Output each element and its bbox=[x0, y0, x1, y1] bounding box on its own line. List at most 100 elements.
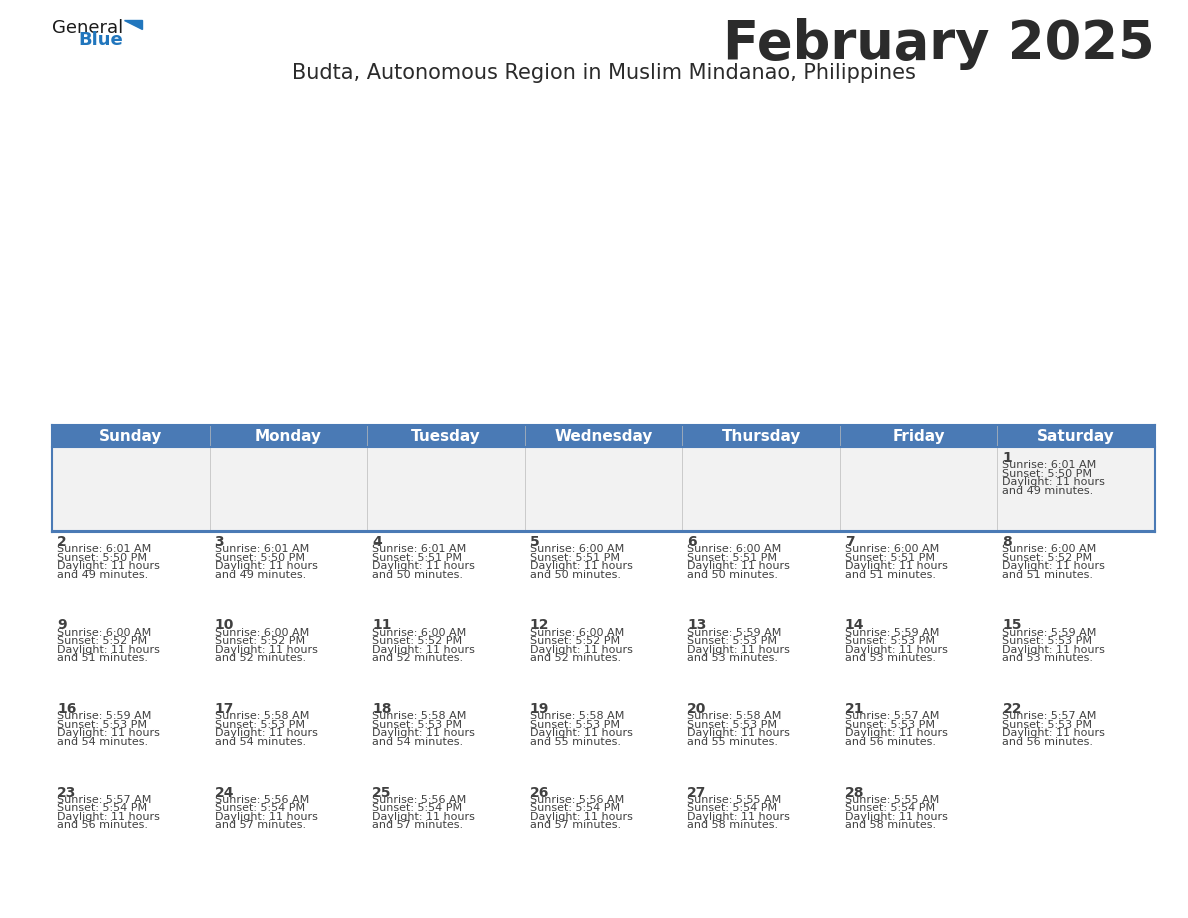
Text: Sunday: Sunday bbox=[99, 429, 163, 443]
Text: Daylight: 11 hours: Daylight: 11 hours bbox=[215, 728, 317, 738]
Text: Sunrise: 5:58 AM: Sunrise: 5:58 AM bbox=[372, 711, 467, 722]
Text: and 52 minutes.: and 52 minutes. bbox=[372, 654, 463, 663]
Text: Sunset: 5:54 PM: Sunset: 5:54 PM bbox=[372, 803, 462, 813]
Text: Sunset: 5:50 PM: Sunset: 5:50 PM bbox=[57, 553, 147, 563]
Text: and 54 minutes.: and 54 minutes. bbox=[57, 737, 148, 747]
Text: 6: 6 bbox=[688, 534, 697, 549]
Text: and 53 minutes.: and 53 minutes. bbox=[688, 654, 778, 663]
Text: 2: 2 bbox=[57, 534, 67, 549]
Text: Sunrise: 5:58 AM: Sunrise: 5:58 AM bbox=[530, 711, 624, 722]
Text: Sunrise: 6:00 AM: Sunrise: 6:00 AM bbox=[845, 544, 939, 554]
Text: 22: 22 bbox=[1003, 702, 1022, 716]
Text: 16: 16 bbox=[57, 702, 76, 716]
Text: Sunrise: 5:59 AM: Sunrise: 5:59 AM bbox=[57, 711, 151, 722]
Text: Daylight: 11 hours: Daylight: 11 hours bbox=[1003, 644, 1105, 655]
Text: Daylight: 11 hours: Daylight: 11 hours bbox=[688, 812, 790, 822]
Text: Sunrise: 5:59 AM: Sunrise: 5:59 AM bbox=[1003, 628, 1097, 638]
Text: Sunrise: 5:57 AM: Sunrise: 5:57 AM bbox=[1003, 711, 1097, 722]
Text: February 2025: February 2025 bbox=[723, 17, 1155, 70]
Text: Sunrise: 6:00 AM: Sunrise: 6:00 AM bbox=[1003, 544, 1097, 554]
Text: Blue: Blue bbox=[78, 30, 122, 49]
Text: Sunset: 5:54 PM: Sunset: 5:54 PM bbox=[57, 803, 147, 813]
Text: Sunset: 5:53 PM: Sunset: 5:53 PM bbox=[688, 720, 777, 730]
Text: Sunset: 5:51 PM: Sunset: 5:51 PM bbox=[845, 553, 935, 563]
Text: Sunrise: 5:58 AM: Sunrise: 5:58 AM bbox=[215, 711, 309, 722]
Text: Saturday: Saturday bbox=[1037, 429, 1116, 443]
Text: 15: 15 bbox=[1003, 618, 1022, 633]
Text: Wednesday: Wednesday bbox=[555, 429, 652, 443]
Text: Sunset: 5:54 PM: Sunset: 5:54 PM bbox=[530, 803, 620, 813]
Text: Daylight: 11 hours: Daylight: 11 hours bbox=[845, 812, 948, 822]
Polygon shape bbox=[124, 20, 143, 29]
Text: Daylight: 11 hours: Daylight: 11 hours bbox=[688, 644, 790, 655]
Text: Sunset: 5:54 PM: Sunset: 5:54 PM bbox=[688, 803, 777, 813]
Text: Sunset: 5:54 PM: Sunset: 5:54 PM bbox=[215, 803, 304, 813]
Text: Budta, Autonomous Region in Muslim Mindanao, Philippines: Budta, Autonomous Region in Muslim Minda… bbox=[291, 63, 916, 84]
Text: Sunrise: 5:57 AM: Sunrise: 5:57 AM bbox=[845, 711, 940, 722]
Text: Sunrise: 6:00 AM: Sunrise: 6:00 AM bbox=[57, 628, 151, 638]
Bar bbox=[52, 425, 1155, 447]
Text: Sunset: 5:52 PM: Sunset: 5:52 PM bbox=[530, 636, 620, 646]
Text: Friday: Friday bbox=[892, 429, 944, 443]
Text: and 49 minutes.: and 49 minutes. bbox=[57, 569, 148, 579]
Text: Sunset: 5:52 PM: Sunset: 5:52 PM bbox=[57, 636, 147, 646]
Text: Daylight: 11 hours: Daylight: 11 hours bbox=[530, 812, 632, 822]
Text: Sunset: 5:51 PM: Sunset: 5:51 PM bbox=[530, 553, 620, 563]
Text: Sunrise: 5:59 AM: Sunrise: 5:59 AM bbox=[845, 628, 940, 638]
Text: Daylight: 11 hours: Daylight: 11 hours bbox=[57, 812, 160, 822]
Text: 18: 18 bbox=[372, 702, 392, 716]
Text: Daylight: 11 hours: Daylight: 11 hours bbox=[372, 728, 475, 738]
Text: 1: 1 bbox=[1003, 451, 1012, 465]
Text: and 51 minutes.: and 51 minutes. bbox=[1003, 569, 1093, 579]
Text: Daylight: 11 hours: Daylight: 11 hours bbox=[688, 728, 790, 738]
Text: 13: 13 bbox=[688, 618, 707, 633]
Text: 19: 19 bbox=[530, 702, 549, 716]
Text: and 56 minutes.: and 56 minutes. bbox=[57, 821, 148, 831]
Text: and 53 minutes.: and 53 minutes. bbox=[845, 654, 936, 663]
Text: and 57 minutes.: and 57 minutes. bbox=[372, 821, 463, 831]
Text: and 54 minutes.: and 54 minutes. bbox=[372, 737, 463, 747]
Text: and 51 minutes.: and 51 minutes. bbox=[57, 654, 148, 663]
Text: 10: 10 bbox=[215, 618, 234, 633]
Text: Daylight: 11 hours: Daylight: 11 hours bbox=[530, 644, 632, 655]
Text: Monday: Monday bbox=[255, 429, 322, 443]
Bar bbox=[52, 447, 1155, 532]
Text: Daylight: 11 hours: Daylight: 11 hours bbox=[372, 561, 475, 571]
Text: 8: 8 bbox=[1003, 534, 1012, 549]
Text: Daylight: 11 hours: Daylight: 11 hours bbox=[1003, 561, 1105, 571]
Text: Sunrise: 5:55 AM: Sunrise: 5:55 AM bbox=[845, 795, 939, 805]
Text: and 57 minutes.: and 57 minutes. bbox=[215, 821, 305, 831]
Text: and 56 minutes.: and 56 minutes. bbox=[1003, 737, 1093, 747]
Text: Sunset: 5:52 PM: Sunset: 5:52 PM bbox=[1003, 553, 1093, 563]
Bar bbox=[52, 782, 1155, 866]
Text: Sunset: 5:53 PM: Sunset: 5:53 PM bbox=[1003, 720, 1093, 730]
Text: Sunrise: 5:55 AM: Sunrise: 5:55 AM bbox=[688, 795, 782, 805]
Text: Daylight: 11 hours: Daylight: 11 hours bbox=[57, 644, 160, 655]
Text: Sunset: 5:53 PM: Sunset: 5:53 PM bbox=[845, 720, 935, 730]
Text: Sunrise: 6:01 AM: Sunrise: 6:01 AM bbox=[1003, 461, 1097, 470]
Text: Daylight: 11 hours: Daylight: 11 hours bbox=[372, 644, 475, 655]
Text: Sunrise: 6:00 AM: Sunrise: 6:00 AM bbox=[215, 628, 309, 638]
Text: Sunset: 5:54 PM: Sunset: 5:54 PM bbox=[845, 803, 935, 813]
Text: and 50 minutes.: and 50 minutes. bbox=[530, 569, 620, 579]
Text: Sunset: 5:53 PM: Sunset: 5:53 PM bbox=[688, 636, 777, 646]
Text: Sunset: 5:53 PM: Sunset: 5:53 PM bbox=[57, 720, 147, 730]
Text: Sunrise: 5:56 AM: Sunrise: 5:56 AM bbox=[215, 795, 309, 805]
Text: and 50 minutes.: and 50 minutes. bbox=[688, 569, 778, 579]
Text: Sunrise: 6:01 AM: Sunrise: 6:01 AM bbox=[215, 544, 309, 554]
Text: and 53 minutes.: and 53 minutes. bbox=[1003, 654, 1093, 663]
Text: Daylight: 11 hours: Daylight: 11 hours bbox=[688, 561, 790, 571]
Text: 26: 26 bbox=[530, 786, 549, 800]
Text: Sunrise: 5:56 AM: Sunrise: 5:56 AM bbox=[372, 795, 467, 805]
Bar bbox=[52, 615, 1155, 699]
Bar bbox=[52, 532, 1155, 615]
Text: and 55 minutes.: and 55 minutes. bbox=[688, 737, 778, 747]
Text: Sunset: 5:53 PM: Sunset: 5:53 PM bbox=[845, 636, 935, 646]
Text: Sunrise: 5:57 AM: Sunrise: 5:57 AM bbox=[57, 795, 151, 805]
Text: Daylight: 11 hours: Daylight: 11 hours bbox=[845, 561, 948, 571]
Text: Sunset: 5:50 PM: Sunset: 5:50 PM bbox=[1003, 469, 1093, 479]
Text: Daylight: 11 hours: Daylight: 11 hours bbox=[215, 561, 317, 571]
Text: and 54 minutes.: and 54 minutes. bbox=[215, 737, 305, 747]
Text: and 55 minutes.: and 55 minutes. bbox=[530, 737, 620, 747]
Text: Daylight: 11 hours: Daylight: 11 hours bbox=[372, 812, 475, 822]
